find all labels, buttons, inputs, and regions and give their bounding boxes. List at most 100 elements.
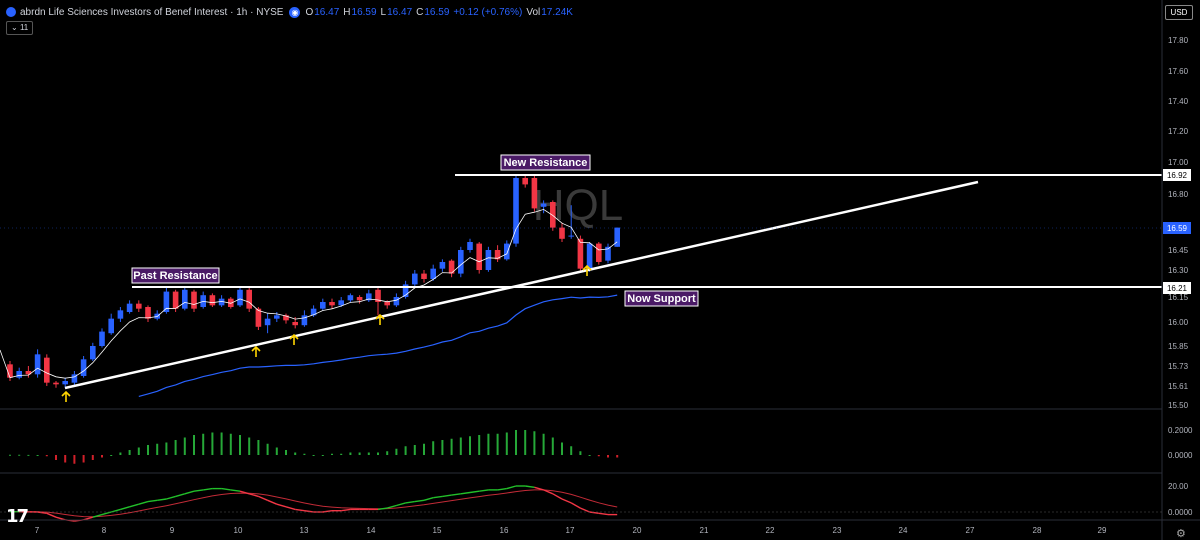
histogram-bar (183, 437, 186, 455)
close-value: 16.59 (424, 6, 450, 18)
candle-body (292, 322, 298, 326)
macd-line-segment (221, 487, 231, 491)
histogram-bar (496, 433, 499, 455)
eye-icon[interactable]: ◉ (289, 6, 301, 18)
time-tick-label: 7 (35, 526, 40, 535)
support-price-tag: 16.21 (1167, 284, 1188, 293)
candle-body (255, 308, 262, 327)
candle-body (7, 364, 13, 378)
currency-button[interactable]: USD (1165, 5, 1193, 20)
histogram-bar (459, 437, 462, 455)
candle-body (522, 178, 528, 185)
histogram-bar (266, 443, 269, 455)
price-tick-label: 16.45 (1168, 246, 1189, 255)
macd-line-segment (92, 513, 103, 518)
settings-gear-icon[interactable]: ⚙ (1176, 528, 1186, 540)
candle-body (550, 202, 556, 228)
histogram-bar (367, 452, 370, 455)
histogram-bar (413, 445, 416, 455)
oscillator-tick-label: 0.0000 (1168, 508, 1193, 517)
price-tick-label: 17.40 (1168, 97, 1189, 106)
candle-body (53, 382, 59, 385)
candle-body (264, 318, 271, 326)
time-tick-label: 9 (170, 526, 175, 535)
histogram-bar (285, 450, 287, 455)
macd-line-segment (147, 499, 158, 503)
histogram-bar (73, 455, 76, 464)
past-resistance-label: Past Resistance (133, 270, 217, 282)
histogram-bar (616, 455, 619, 458)
time-tick-label: 28 (1033, 526, 1042, 535)
slow-moving-average (138, 294, 618, 397)
candle-body (485, 250, 492, 270)
histogram-bar (505, 432, 508, 455)
price-tick-label: 15.73 (1168, 362, 1189, 371)
histogram-bar (478, 435, 481, 455)
up-arrow-icon (289, 333, 299, 345)
volume-value: 17.24K (541, 6, 573, 18)
up-arrow-icon (251, 345, 261, 357)
price-tick-label: 16.30 (1168, 266, 1189, 275)
histogram-bar (561, 442, 563, 455)
macd-line-segment (276, 503, 287, 508)
macd-line-segment (396, 502, 406, 507)
trend-line (64, 180, 979, 390)
open-value: 16.47 (314, 6, 340, 18)
macd-line-segment (534, 486, 544, 491)
histogram-bar (423, 443, 425, 455)
candle-body (513, 178, 519, 244)
price-tick-label: 17.00 (1168, 158, 1189, 167)
candle-body (347, 295, 354, 301)
histogram-bar (128, 450, 131, 455)
indicators-collapse-button[interactable]: ⌄ 11 (6, 21, 34, 35)
symbol-title[interactable]: abrdn Life Sciences Investors of Benef I… (20, 6, 284, 18)
macd-line-segment (184, 490, 195, 495)
candle-body (237, 289, 243, 306)
histogram-bar (174, 440, 177, 455)
price-tick-label: 16.80 (1168, 190, 1189, 199)
candle-body (577, 238, 584, 269)
candle-body (136, 303, 142, 309)
histogram-bar (303, 453, 306, 455)
time-tick-label: 27 (966, 526, 975, 535)
candle-body (614, 227, 620, 247)
macd-line-segment (166, 495, 176, 500)
candle-body (16, 371, 22, 378)
candle-body (356, 297, 363, 301)
symbol-header: abrdn Life Sciences Investors of Benef I… (6, 4, 577, 20)
candle-body (145, 307, 151, 319)
histogram-bar (579, 451, 582, 455)
histogram-bar (441, 440, 444, 455)
candle-body (476, 243, 482, 270)
past-resistance-label-box (131, 267, 220, 284)
macd-line-segment (469, 490, 480, 494)
price-tick-label: 16.15 (1168, 293, 1189, 302)
histogram-bar (239, 435, 241, 455)
candle-body (586, 243, 593, 269)
macd-line-segment (451, 493, 461, 496)
candle-body (182, 289, 188, 309)
histogram-bar (331, 453, 333, 455)
macd-line-segment (295, 508, 305, 512)
macd-line-segment (423, 497, 434, 501)
histogram-bar (386, 451, 389, 455)
candle-body (218, 298, 225, 306)
oscillator-tick-label: 20.00 (1168, 482, 1189, 491)
candle-body (366, 293, 372, 301)
macd-line-segment (83, 516, 93, 521)
histogram-bar (91, 455, 94, 460)
macd-line-segment (341, 508, 351, 512)
histogram-bar (18, 454, 21, 456)
candle-body (448, 260, 455, 274)
macd-line-segment (598, 512, 609, 516)
histogram-bar (533, 431, 536, 455)
candle-body (191, 291, 197, 309)
histogram-bar (229, 433, 232, 455)
histogram-tick-label: 0.2000 (1168, 426, 1193, 435)
price-tick-label: 15.50 (1168, 401, 1189, 410)
histogram-bar (358, 452, 361, 455)
histogram-bar (220, 432, 223, 455)
tradingview-logo-icon[interactable]: 17 (6, 506, 29, 527)
histogram-bar (294, 452, 297, 455)
